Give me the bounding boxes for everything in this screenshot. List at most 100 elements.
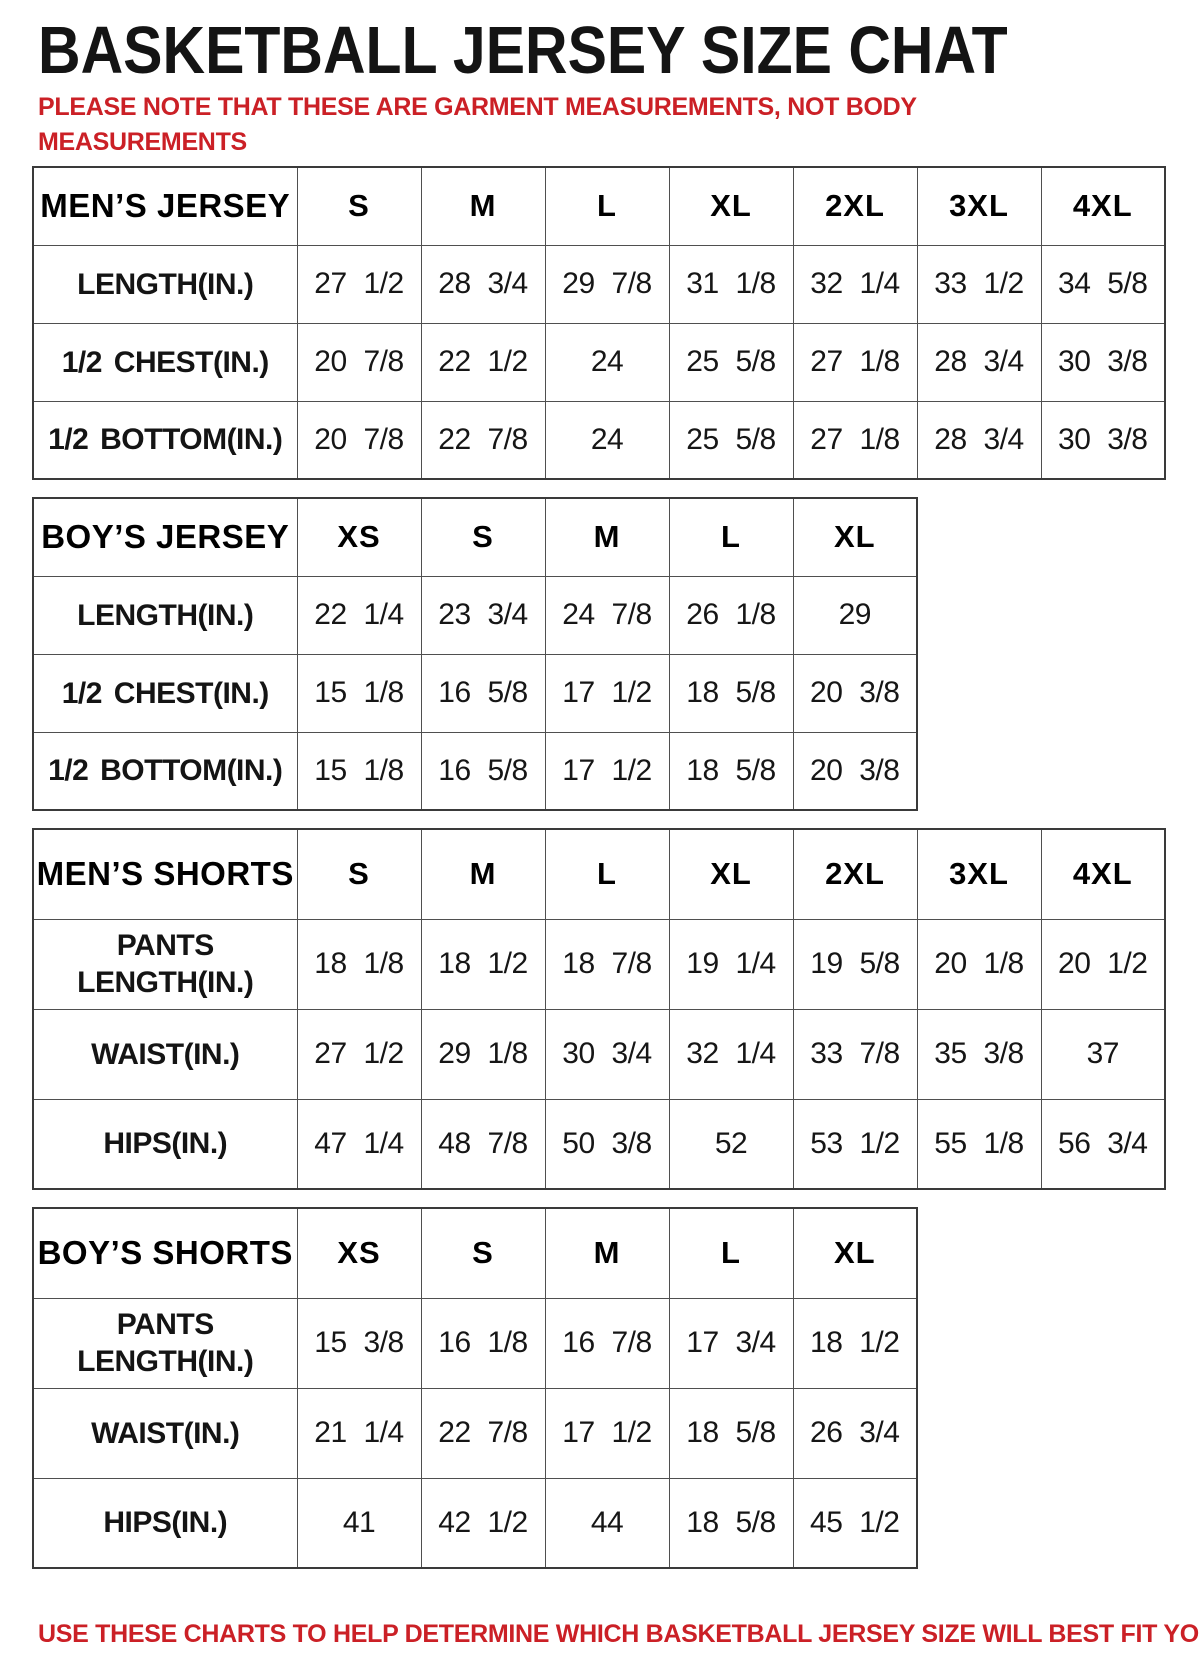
value-cell: 33 1/2	[916, 244, 1042, 324]
measure-row: WAIST(IN.) 21 1/4 22 7/8 17 1/2 18 5/8 26 3/4	[32, 1387, 918, 1479]
value-cell: 20 1/2	[1040, 918, 1166, 1010]
value-cell: 16 5/8	[420, 731, 546, 811]
value-cell: 29	[792, 575, 918, 655]
size-header-s: S	[420, 497, 546, 577]
value-cell: 27 1/8	[792, 322, 918, 402]
value-cell: 18 1/2	[792, 1297, 918, 1389]
page-title: BASKETBALL JERSEY SIZE CHAT	[38, 13, 1008, 88]
value-cell: 17 3/4	[668, 1297, 794, 1389]
value-cell: 33 7/8	[792, 1008, 918, 1100]
value-cell: 22 7/8	[420, 1387, 546, 1479]
value-cell: 25 5/8	[668, 400, 794, 480]
value-cell: 48 7/8	[420, 1098, 546, 1190]
size-header-xs: XS	[296, 1207, 422, 1299]
size-header-s: S	[296, 166, 422, 246]
row-label: 1/2 BOTTOM(IN.)	[32, 400, 298, 480]
value-cell: 28 3/4	[916, 322, 1042, 402]
header-row: BOY’S SHORTS XS S M L XL	[32, 1207, 918, 1299]
size-header-3xl: 3XL	[916, 828, 1042, 920]
size-header-m: M	[544, 1207, 670, 1299]
size-header-l: L	[544, 166, 670, 246]
measure-row: 1/2 CHEST(IN.) 20 7/8 22 1/2 24 25 5/8 27 1/8…	[32, 322, 1166, 402]
size-header-m: M	[544, 497, 670, 577]
value-cell: 32 1/4	[792, 244, 918, 324]
measure-row: HIPS(IN.) 41 42 1/2 44 18 5/8 45 1/2	[32, 1477, 918, 1569]
row-label: PANTS LENGTH(IN.)	[32, 1297, 298, 1389]
size-header-s: S	[420, 1207, 546, 1299]
size-header-s: S	[296, 828, 422, 920]
footer-note: USE THESE CHARTS TO HELP DETERMINE WHICH…	[38, 1620, 1200, 1648]
table-title-cell: BOY’S JERSEY	[32, 497, 298, 577]
size-header-4xl: 4XL	[1040, 828, 1166, 920]
measure-row: 1/2 CHEST(IN.) 15 1/8 16 5/8 17 1/2 18 5/8 20…	[32, 653, 918, 733]
value-cell: 15 3/8	[296, 1297, 422, 1389]
value-cell: 29 1/8	[420, 1008, 546, 1100]
size-header-l: L	[668, 497, 794, 577]
value-cell: 19 1/4	[668, 918, 794, 1010]
row-label: 1/2 CHEST(IN.)	[32, 653, 298, 733]
value-cell: 20 7/8	[296, 322, 422, 402]
measure-row: LENGTH(IN.) 27 1/2 28 3/4 29 7/8 31 1/8 32 1/…	[32, 244, 1166, 324]
value-cell: 18 5/8	[668, 731, 794, 811]
value-cell: 20 3/8	[792, 731, 918, 811]
value-cell: 52	[668, 1098, 794, 1190]
value-cell: 22 1/2	[420, 322, 546, 402]
value-cell: 16 7/8	[544, 1297, 670, 1389]
value-cell: 31 1/8	[668, 244, 794, 324]
value-cell: 55 1/8	[916, 1098, 1042, 1190]
value-cell: 17 1/2	[544, 1387, 670, 1479]
value-cell: 53 1/2	[792, 1098, 918, 1190]
measure-row: PANTS LENGTH(IN.) 18 1/8 18 1/2 18 7/8 19 1/…	[32, 918, 1166, 1010]
size-header-xl: XL	[792, 497, 918, 577]
value-cell: 30 3/8	[1040, 322, 1166, 402]
value-cell: 21 1/4	[296, 1387, 422, 1479]
size-header-l: L	[544, 828, 670, 920]
table-title-cell: MEN’S JERSEY	[32, 166, 298, 246]
value-cell: 17 1/2	[544, 731, 670, 811]
size-header-m: M	[420, 828, 546, 920]
value-cell: 45 1/2	[792, 1477, 918, 1569]
size-table-1: MEN’S JERSEY S M L XL 2XL 3XL 4XL LENGTH(IN.) 27 …	[32, 166, 1166, 480]
value-cell: 19 5/8	[792, 918, 918, 1010]
value-cell: 16 5/8	[420, 653, 546, 733]
size-header-xl: XL	[668, 828, 794, 920]
value-cell: 20 3/8	[792, 653, 918, 733]
value-cell: 30 3/8	[1040, 400, 1166, 480]
measure-row: 1/2 BOTTOM(IN.) 15 1/8 16 5/8 17 1/2 18 5/8 2…	[32, 731, 918, 811]
row-label: LENGTH(IN.)	[32, 575, 298, 655]
value-cell: 15 1/8	[296, 731, 422, 811]
value-cell: 18 5/8	[668, 1477, 794, 1569]
value-cell: 56 3/4	[1040, 1098, 1166, 1190]
row-label: WAIST(IN.)	[32, 1387, 298, 1479]
value-cell: 26 3/4	[792, 1387, 918, 1479]
value-cell: 16 1/8	[420, 1297, 546, 1389]
tables-container: MEN’S JERSEY S M L XL 2XL 3XL 4XL LENGTH(IN.) 27 …	[32, 166, 1166, 1586]
row-label: 1/2 CHEST(IN.)	[32, 322, 298, 402]
size-header-xl: XL	[792, 1207, 918, 1299]
measure-row: PANTS LENGTH(IN.) 15 3/8 16 1/8 16 7/8 17 3/…	[32, 1297, 918, 1389]
size-header-xl: XL	[668, 166, 794, 246]
value-cell: 41	[296, 1477, 422, 1569]
header-row: BOY’S JERSEY XS S M L XL	[32, 497, 918, 577]
row-label: 1/2 BOTTOM(IN.)	[32, 731, 298, 811]
row-label: WAIST(IN.)	[32, 1008, 298, 1100]
header-row: MEN’S SHORTS S M L XL 2XL 3XL 4XL	[32, 828, 1166, 920]
size-header-2xl: 2XL	[792, 166, 918, 246]
size-header-m: M	[420, 166, 546, 246]
size-header-2xl: 2XL	[792, 828, 918, 920]
value-cell: 24	[544, 322, 670, 402]
value-cell: 24 7/8	[544, 575, 670, 655]
value-cell: 18 5/8	[668, 1387, 794, 1479]
value-cell: 34 5/8	[1040, 244, 1166, 324]
table-title-cell: BOY’S SHORTS	[32, 1207, 298, 1299]
value-cell: 18 7/8	[544, 918, 670, 1010]
value-cell: 50 3/8	[544, 1098, 670, 1190]
value-cell: 18 1/8	[296, 918, 422, 1010]
value-cell: 27 1/8	[792, 400, 918, 480]
value-cell: 44	[544, 1477, 670, 1569]
row-label: HIPS(IN.)	[32, 1098, 298, 1190]
measure-row: WAIST(IN.) 27 1/2 29 1/8 30 3/4 32 1/4 33 7/8…	[32, 1008, 1166, 1100]
row-label: HIPS(IN.)	[32, 1477, 298, 1569]
value-cell: 42 1/2	[420, 1477, 546, 1569]
